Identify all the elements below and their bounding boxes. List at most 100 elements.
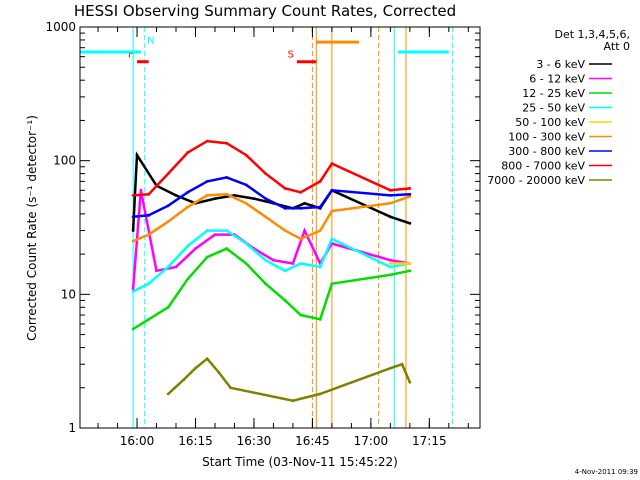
series-7-point-5 bbox=[225, 141, 229, 145]
series-3-point-3 bbox=[186, 244, 190, 248]
series-8-point-9 bbox=[400, 362, 404, 366]
series-7-point-4 bbox=[205, 139, 209, 143]
series-7-point-12 bbox=[388, 188, 392, 192]
series-2-point-10 bbox=[318, 317, 322, 321]
series-6-point-1 bbox=[147, 213, 151, 217]
series-8-point-5 bbox=[229, 386, 232, 390]
x-tick-label-4: 17:00 bbox=[354, 434, 389, 448]
series-3-point-1 bbox=[147, 282, 151, 286]
series-0-point-0 bbox=[131, 229, 135, 232]
series-2-point-9 bbox=[299, 313, 303, 317]
series-8-point-7 bbox=[318, 392, 322, 396]
series-8-point-10 bbox=[408, 380, 412, 384]
series-3-point-8 bbox=[283, 269, 287, 273]
series-6-point-2 bbox=[166, 204, 170, 208]
series-1-point-13 bbox=[388, 258, 392, 262]
series-3-point-11 bbox=[330, 237, 334, 241]
series-8-point-2 bbox=[194, 366, 197, 370]
series-7-point-6 bbox=[244, 153, 248, 157]
x-tick-label-0: 16:00 bbox=[120, 434, 155, 448]
series-0-point-5 bbox=[213, 197, 217, 201]
flag-label-s: S bbox=[288, 50, 294, 61]
x-tick-label-1: 16:15 bbox=[178, 434, 213, 448]
series-3-point-2 bbox=[166, 265, 170, 269]
series-8-point-6 bbox=[291, 399, 295, 403]
series-line-6 bbox=[132, 176, 410, 219]
series-7-point-11 bbox=[330, 162, 334, 166]
series-3-point-5 bbox=[225, 229, 229, 232]
legend-header-line2: Att 0 bbox=[604, 40, 630, 53]
series-3-point-9 bbox=[299, 262, 303, 265]
legend-label-1: 6 - 12 keV bbox=[529, 73, 585, 86]
legend-label-2: 12 - 25 keV bbox=[522, 87, 585, 100]
series-6-point-5 bbox=[225, 175, 229, 179]
series-0-point-13 bbox=[388, 215, 392, 219]
series-2-point-6 bbox=[244, 262, 248, 265]
series-0-point-3 bbox=[174, 193, 178, 197]
series-7-point-7 bbox=[264, 172, 268, 176]
series-2-point-5 bbox=[225, 247, 229, 250]
series-8-point-8 bbox=[388, 366, 392, 370]
series-3-point-10 bbox=[318, 265, 322, 269]
series-6-point-7 bbox=[264, 197, 268, 201]
series-5-point-10 bbox=[318, 229, 322, 232]
series-5-point-11 bbox=[330, 209, 334, 213]
series-0-point-10 bbox=[303, 201, 307, 205]
chart-title: HESSI Observing Summary Count Rates, Cor… bbox=[74, 2, 456, 20]
series-line-5 bbox=[132, 193, 411, 243]
plot-frame bbox=[79, 26, 481, 429]
series-2-point-1 bbox=[147, 317, 151, 321]
flag-label-f: F bbox=[128, 50, 134, 61]
series-6-point-12 bbox=[388, 193, 392, 197]
axes: 16:00 16:15 16:30 16:45 17:00 17:15 1 10 100 1000 bbox=[45, 20, 480, 448]
legend: Det 1,3,4,5,6, Att 0 3 - 6 keV 6 - 12 keV… bbox=[487, 28, 630, 187]
series-2-point-0 bbox=[131, 327, 135, 331]
series-line-7 bbox=[133, 139, 410, 197]
series-5-point-7 bbox=[264, 215, 268, 219]
series-7-point-13 bbox=[408, 187, 412, 190]
series-6-point-10 bbox=[318, 205, 322, 209]
x-tick-label-2: 16:30 bbox=[237, 434, 272, 448]
series-5-point-2 bbox=[166, 220, 170, 224]
series-7-point-1 bbox=[147, 192, 151, 196]
series-0-point-1 bbox=[135, 153, 139, 157]
series-0-point-14 bbox=[408, 221, 412, 225]
series-5-point-9 bbox=[299, 237, 303, 241]
legend-label-0: 3 - 6 keV bbox=[536, 58, 585, 71]
chart-marks: F N S bbox=[80, 27, 454, 428]
series-3-point-0 bbox=[131, 290, 135, 293]
series-2-point-11 bbox=[330, 282, 334, 286]
series-6-point-13 bbox=[408, 192, 412, 196]
x-axis-label: Start Time (03-Nov-11 15:45:22) bbox=[202, 455, 398, 469]
series-5-point-4 bbox=[205, 193, 209, 197]
series-6-point-4 bbox=[205, 179, 209, 183]
series-8-point-0 bbox=[166, 392, 170, 396]
y-tick-label-0: 1 bbox=[68, 421, 76, 435]
legend-label-8: 7000 - 20000 keV bbox=[487, 174, 585, 187]
timestamp: 4-Nov-2011 09:39 bbox=[575, 468, 638, 476]
series-2-point-13 bbox=[408, 269, 412, 273]
legend-header-line1: Det 1,3,4,5,6, bbox=[554, 28, 630, 41]
series-3-point-6 bbox=[244, 242, 248, 245]
series-1-point-3 bbox=[174, 265, 178, 269]
series-8-point-3 bbox=[205, 357, 209, 361]
series-1-point-9 bbox=[291, 262, 295, 265]
series-3-point-4 bbox=[205, 229, 209, 232]
series-6-point-0 bbox=[131, 215, 135, 219]
series-7-point-2 bbox=[166, 172, 170, 176]
series-line-8 bbox=[167, 356, 411, 402]
series-8-point-4 bbox=[217, 371, 221, 374]
series-2-point-3 bbox=[186, 277, 190, 281]
series-2-point-12 bbox=[388, 273, 392, 277]
series-6-point-6 bbox=[244, 183, 248, 187]
series-line-2 bbox=[132, 247, 411, 331]
series-line-3 bbox=[132, 229, 411, 293]
series-3-point-12 bbox=[388, 265, 392, 269]
series-7-point-8 bbox=[283, 187, 287, 190]
x-tick-label-3: 16:45 bbox=[295, 434, 330, 448]
series-2-point-4 bbox=[205, 255, 209, 259]
series-1-point-5 bbox=[213, 233, 217, 236]
series-4-point-0 bbox=[388, 262, 392, 265]
series-7-point-0 bbox=[131, 193, 135, 197]
series-7-point-10 bbox=[318, 179, 322, 183]
